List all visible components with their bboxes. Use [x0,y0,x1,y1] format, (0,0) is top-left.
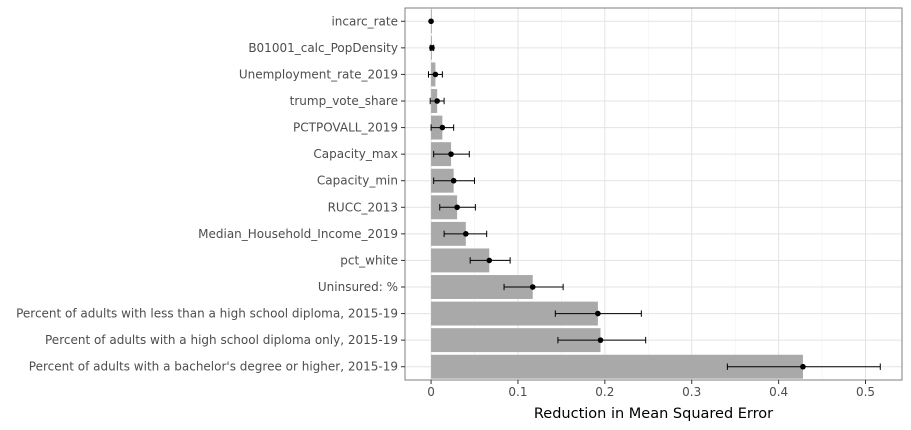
data-point [454,204,460,211]
data-point [429,45,435,51]
y-axis-ticks: incarc_rate B01001_calc_PopDensity Unemplo… [16,14,405,374]
y-tick-label: B01001_calc_PopDensity [248,41,398,55]
data-point [486,257,493,264]
data-point [434,98,440,104]
bar [431,301,598,326]
x-axis-title: Reduction in Mean Squared Error [534,406,773,422]
x-tick-label: 0.3 [682,385,701,399]
data-point [800,363,806,370]
bar [431,328,601,353]
bar [431,248,490,273]
y-tick-label: Capacity_min [317,174,398,188]
y-tick-label: Percent of adults with a high school dip… [45,333,398,347]
data-point [463,231,469,237]
panel-border [404,7,903,381]
x-tick-label: 0.4 [769,385,788,399]
y-tick-label: incarc_rate [331,14,398,28]
y-tick-label: trump_vote_share [290,94,398,108]
bar-layer [431,9,803,379]
x-tick-label: 0.5 [856,385,875,399]
x-axis-ticks: 0 0.1 0.2 0.3 0.4 0.5 [427,380,875,399]
x-tick-label: 0 [427,385,435,399]
y-tick-label: pct_white [340,253,398,267]
y-tick-label: Percent of adults with a bachelor's degr… [29,360,398,374]
y-tick-label: PCTPOVALL_2019 [293,121,398,135]
data-point [432,71,439,78]
y-tick-label: Percent of adults with less than a high … [16,307,398,321]
data-point [450,177,457,184]
bar [431,275,533,299]
y-tick-label: Median_Household_Income_2019 [198,227,398,241]
x-tick-label: 0.2 [595,385,614,399]
data-point [428,18,434,25]
y-tick-label: Uninsured: % [318,280,398,294]
data-point [529,284,536,290]
x-tick-label: 0.1 [508,385,527,399]
y-tick-label: RUCC_2013 [328,200,398,214]
point-layer [428,18,806,370]
data-point [448,151,454,157]
data-point [439,124,446,131]
data-point [597,337,604,343]
y-tick-label: Capacity_max [313,147,398,161]
bar [431,354,803,379]
y-tick-label: Unemployment_rate_2019 [239,67,398,81]
data-point [595,310,601,317]
